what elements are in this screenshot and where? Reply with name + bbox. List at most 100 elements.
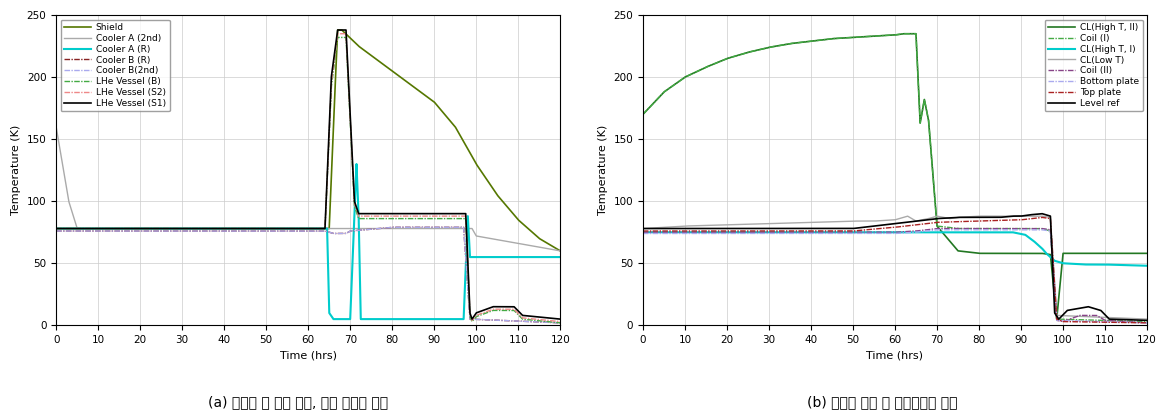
Level ref [756, 226, 770, 231]
CL(High T, II) [641, 106, 655, 111]
Top plate [1035, 215, 1049, 220]
Cooler B (R) [427, 225, 442, 230]
Cooler B (R) [385, 225, 399, 230]
Cooler B(2nd) [427, 225, 442, 230]
Shield [547, 244, 561, 249]
LHe Vessel (B) [55, 226, 69, 231]
LHe Vessel (B) [49, 226, 63, 231]
Bottom plate [1140, 320, 1154, 325]
CL(High T, I) [756, 230, 770, 235]
CL(High T, I) [1080, 262, 1094, 267]
LHe Vessel (B) [547, 320, 561, 325]
Line: LHe Vessel (S2): LHe Vessel (S2) [56, 34, 561, 322]
CL(High T, II) [635, 112, 649, 117]
Coil (I) [1133, 319, 1147, 324]
CL(Low T) [756, 221, 770, 226]
Bottom plate [756, 231, 770, 236]
Top plate [1082, 320, 1096, 325]
LHe Vessel (B) [277, 226, 291, 231]
CL(High T, I) [1015, 232, 1029, 237]
Top plate [1015, 217, 1029, 222]
LHe Vessel (S2) [494, 307, 508, 312]
Legend: Shield, Cooler A (2nd), Cooler A (R), Cooler B (R), Cooler B(2nd), LHe Vessel (B: Shield, Cooler A (2nd), Cooler A (R), Co… [61, 20, 169, 112]
LHe Vessel (S1) [331, 28, 345, 33]
Coil (II) [1082, 313, 1096, 318]
Coil (I) [1015, 226, 1029, 231]
Cooler A (R) [326, 317, 340, 322]
LHe Vessel (S1) [465, 317, 479, 322]
CL(High T, II) [1015, 251, 1029, 256]
CL(High T, II) [1050, 317, 1064, 322]
Line: Cooler B (R): Cooler B (R) [56, 227, 561, 323]
Shield [427, 100, 442, 105]
Bottom plate [1015, 227, 1029, 232]
Top plate [864, 227, 878, 232]
LHe Vessel (B) [554, 320, 568, 325]
Shield [168, 226, 182, 231]
Coil (II) [756, 230, 770, 235]
LHe Vessel (S1) [554, 317, 568, 322]
LHe Vessel (S2) [554, 319, 568, 324]
Shield [55, 226, 69, 231]
Cooler A (R) [494, 254, 508, 259]
Bottom plate [635, 231, 649, 236]
Top plate [756, 228, 770, 233]
CL(High T, II) [1082, 251, 1096, 256]
Top plate [1133, 320, 1147, 325]
Coil (I) [635, 112, 649, 117]
Line: Coil (II): Coil (II) [642, 228, 1147, 323]
Coil (II) [635, 230, 649, 235]
CL(High T, I) [1140, 263, 1154, 268]
CL(High T, II) [1133, 251, 1147, 256]
Coil (II) [1133, 320, 1147, 325]
Y-axis label: Temperature (K): Temperature (K) [12, 125, 21, 215]
Coil (II) [864, 230, 878, 235]
Shield [277, 226, 291, 231]
Level ref [1035, 211, 1049, 216]
Cooler A (R) [55, 226, 69, 231]
Level ref [635, 226, 649, 231]
Coil (I) [864, 34, 878, 39]
Y-axis label: Temperature (K): Temperature (K) [598, 125, 607, 215]
Cooler A (R) [554, 254, 568, 259]
LHe Vessel (S2) [331, 31, 345, 36]
Coil (I) [756, 47, 770, 52]
LHe Vessel (S1) [168, 226, 182, 231]
Cooler B(2nd) [168, 228, 182, 233]
Bottom plate [864, 231, 878, 236]
Cooler B(2nd) [277, 228, 291, 233]
Bottom plate [930, 227, 944, 232]
Cooler A (R) [547, 254, 561, 259]
Cooler A (2nd) [55, 159, 69, 164]
Cooler A (2nd) [494, 238, 508, 243]
Text: (a) 냉동기 및 헬륨 탱크, 복사 차폐막 온도: (a) 냉동기 및 헬륨 탱크, 복사 차폐막 온도 [208, 395, 388, 409]
LHe Vessel (S2) [168, 226, 182, 231]
LHe Vessel (S1) [427, 211, 442, 216]
X-axis label: Time (hrs): Time (hrs) [867, 351, 924, 361]
Line: Level ref: Level ref [642, 214, 1147, 320]
CL(Low T) [864, 218, 878, 223]
CL(Low T) [1015, 214, 1029, 218]
LHe Vessel (B) [331, 35, 345, 40]
Cooler A (R) [427, 317, 442, 322]
LHe Vessel (S2) [547, 318, 561, 323]
CL(High T, II) [1140, 251, 1154, 256]
LHe Vessel (S1) [547, 316, 561, 321]
Cooler A (2nd) [547, 247, 561, 252]
Bottom plate [1082, 319, 1096, 324]
Coil (I) [1082, 318, 1096, 323]
LHe Vessel (B) [427, 216, 442, 221]
CL(Low T) [1082, 314, 1096, 319]
X-axis label: Time (hrs): Time (hrs) [279, 351, 336, 361]
Cooler B (R) [547, 320, 561, 325]
Bottom plate [641, 231, 655, 236]
CL(High T, II) [896, 31, 910, 36]
LHe Vessel (S2) [49, 226, 63, 231]
CL(Low T) [1133, 316, 1147, 321]
Level ref [1133, 318, 1147, 323]
CL(High T, I) [1133, 263, 1147, 268]
Cooler B(2nd) [55, 228, 69, 233]
Line: Cooler B(2nd): Cooler B(2nd) [56, 227, 561, 323]
Cooler A (R) [277, 226, 291, 231]
CL(Low T) [1140, 317, 1154, 322]
